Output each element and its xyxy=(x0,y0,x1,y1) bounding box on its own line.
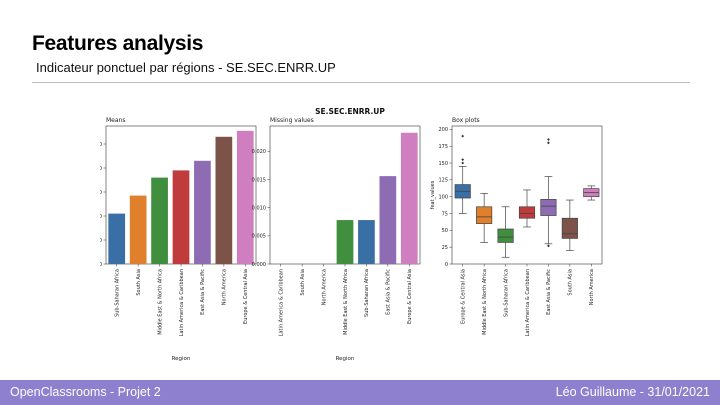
y-tick-label-2-7: 175 xyxy=(438,144,448,150)
panel-title-1: Missing values xyxy=(270,117,314,124)
bar-0-2 xyxy=(151,177,168,264)
footer-right-text: Léo Guillaume - 31/01/2021 xyxy=(555,385,710,399)
x-tick-label-2-5: South Asia xyxy=(568,269,574,296)
y-tick-label-2-8: 200 xyxy=(438,127,448,133)
bar-0-5 xyxy=(215,136,233,264)
x-tick-label-1-2: North America xyxy=(321,269,327,305)
bar-0-1 xyxy=(129,195,147,264)
x-tick-label-1-3: Middle East & North Africa xyxy=(343,269,349,335)
footer-bar: OpenClassrooms - Projet 2 Léo Guillaume … xyxy=(0,380,720,405)
bar-1-5 xyxy=(379,176,397,264)
y-tick-label-1-0: 0.000 xyxy=(252,262,266,268)
box-outlier-4-0 xyxy=(547,244,550,248)
bar-0-0 xyxy=(108,213,126,264)
box-4 xyxy=(540,138,557,248)
panel-title-0: Means xyxy=(106,117,125,124)
y-tick-label-2-5: 125 xyxy=(438,178,448,184)
bar-0-6 xyxy=(236,130,254,264)
box-body-2 xyxy=(497,228,514,243)
y-tick-label-0-5: 100 xyxy=(100,142,102,148)
box-body-5 xyxy=(561,217,578,239)
x-tick-label-1-1: South Asia xyxy=(300,269,306,296)
x-tick-label-0-6: Europe & Central Asia xyxy=(243,269,249,324)
y-tick-label-0-1: 20 xyxy=(100,238,102,244)
title-divider xyxy=(32,82,690,83)
y-tick-label-1-4: 0.020 xyxy=(252,149,266,155)
box-outlier-4-2 xyxy=(547,138,550,141)
x-tick-label-2-1: Middle East & North Africa xyxy=(482,269,488,335)
box-outlier-4-1 xyxy=(547,141,550,145)
chart-figure: SE.SEC.ENRR.UP Means 0 20 40 60 80 100 Sub-Saha… xyxy=(100,107,603,362)
x-tick-label-1-6: Europe & Central Asia xyxy=(407,269,413,324)
y-tick-label-2-0: 0 xyxy=(445,262,448,268)
box-6 xyxy=(583,185,600,201)
bar-1-4 xyxy=(358,220,375,264)
panel-title-2: Box plots xyxy=(452,117,480,124)
x-tick-label-1-5: East Asia & Pacific xyxy=(386,269,392,315)
x-tick-label-0-5: North America xyxy=(222,269,228,305)
box-outlier-0-0 xyxy=(461,161,465,165)
x-tick-label-2-0: Europe & Central Asia xyxy=(461,269,467,324)
x-tick-label-2-6: North America xyxy=(589,269,595,305)
box-5 xyxy=(561,199,578,251)
figure-suptitle: SE.SEC.ENRR.UP xyxy=(315,107,385,116)
y-tick-label-2-1: 25 xyxy=(442,245,448,251)
y-tick-label-2-6: 150 xyxy=(438,161,448,167)
x-tick-label-0-1: South Asia xyxy=(136,269,142,296)
x-tick-label-0-0: Sub-Saharan Africa xyxy=(115,269,121,317)
x-tick-label-0-4: East Asia & Pacific xyxy=(200,269,206,315)
x-tick-label-2-3: Latin America & Caribbean xyxy=(525,269,531,336)
y-tick-label-1-1: 0.005 xyxy=(252,234,266,240)
x-tick-label-2-2: Sub-Saharan Africa xyxy=(503,269,509,317)
bar-1-6 xyxy=(400,132,418,264)
box-outlier-0-2 xyxy=(461,134,465,138)
y-tick-label-0-0: 0 xyxy=(100,262,102,268)
x-tick-label-1-4: Sub-Saharan Africa xyxy=(364,269,370,317)
box-outlier-0-1 xyxy=(461,158,465,162)
x-tick-label-1-0: Latin America & Caribbean xyxy=(279,269,285,336)
slide-title: Features analysis xyxy=(32,32,204,55)
box-body-3 xyxy=(518,206,536,219)
y-tick-label-0-4: 80 xyxy=(100,166,102,172)
y-tick-label-0-2: 40 xyxy=(100,214,102,220)
y-tick-label-1-3: 0.015 xyxy=(252,177,266,183)
slide-subtitle: Indicateur ponctuel par régions - SE.SEC… xyxy=(36,60,336,75)
box-0 xyxy=(454,134,471,214)
y-tick-label-2-3: 75 xyxy=(442,211,448,217)
x-tick-label-0-3: Latin America & Caribbean xyxy=(179,269,185,336)
box-1 xyxy=(476,192,493,243)
box-2 xyxy=(497,206,514,258)
y-axis-label-2: feat_values xyxy=(430,180,436,209)
footer-left-text: OpenClassrooms - Projet 2 xyxy=(10,385,161,399)
y-tick-label-2-2: 50 xyxy=(442,228,448,234)
x-tick-label-2-4: East Asia & Pacific xyxy=(546,269,552,315)
x-tick-label-0-2: Middle East & North Africa xyxy=(157,269,163,335)
bar-0-3 xyxy=(172,170,190,264)
x-axis-label-1: Region xyxy=(336,356,355,362)
box-body-4 xyxy=(540,199,557,216)
box-body-1 xyxy=(476,206,493,224)
box-3 xyxy=(518,189,536,228)
y-tick-label-0-3: 60 xyxy=(100,190,102,196)
bar-1-3 xyxy=(336,220,354,264)
y-tick-label-1-2: 0.010 xyxy=(252,205,266,211)
y-tick-label-2-4: 100 xyxy=(438,194,448,200)
x-axis-label-0: Region xyxy=(172,356,191,362)
bar-0-4 xyxy=(194,160,211,264)
